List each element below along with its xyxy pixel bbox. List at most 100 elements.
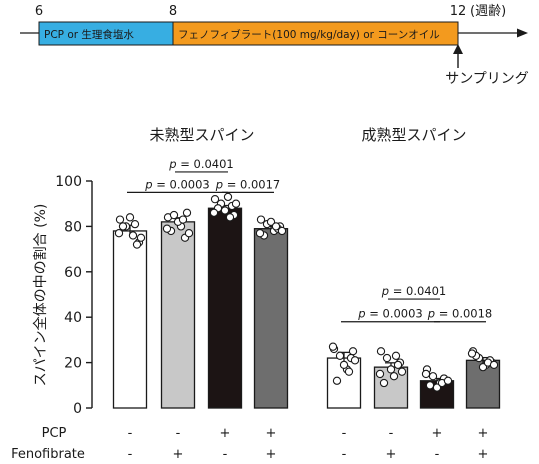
data-point-7-2: [428, 372, 438, 381]
condition-sign-2-8: +: [478, 447, 489, 462]
condition-sign-1-3: +: [220, 426, 231, 441]
condition-sign-1-1: -: [128, 426, 133, 441]
y-tick-label-40: 40: [64, 310, 82, 326]
condition-sign-1-7: +: [432, 426, 443, 441]
data-point-2-9: [178, 215, 188, 224]
data-point-6-10: [397, 367, 407, 376]
data-point-5-10: [350, 356, 360, 365]
data-point-1-9: [130, 219, 140, 229]
timeline-unit-label: (週齢): [470, 4, 506, 19]
phase2-label: フェノフィブラート(100 mg/kg/day) or コーンオイル: [178, 28, 440, 41]
data-point-6-1: [376, 347, 386, 356]
data-point-8-10: [489, 360, 499, 370]
condition-sign-1-4: +: [266, 426, 277, 441]
data-point-4-8: [255, 229, 265, 238]
data-point-2-10: [184, 229, 194, 238]
data-point-3-3: [223, 192, 233, 202]
condition-sign-2-1: -: [128, 447, 133, 462]
y-tick-label-20: 20: [64, 356, 82, 372]
data-point-3-9: [225, 213, 235, 222]
y-tick-label-0: 0: [73, 401, 82, 417]
data-point-2-2: [169, 210, 179, 220]
data-point-6-2: [382, 353, 392, 363]
condition-sign-1-2: -: [176, 426, 181, 441]
condition-sign-2-5: -: [342, 447, 347, 462]
data-point-4-6: [266, 217, 276, 227]
data-point-3-8: [209, 208, 219, 217]
bars-layer: [112, 192, 501, 409]
data-point-1-1: [115, 215, 125, 224]
phase2-bar: [172, 21, 459, 46]
data-point-6-3: [389, 372, 399, 381]
data-point-6-9: [391, 351, 401, 360]
data-point-2-8: [162, 224, 172, 233]
condition-sign-1-6: -: [389, 426, 394, 441]
significance-brackets: p = 0.0003 p = 0.0401 p = 0.0017 p = 0.0003…: [127, 157, 493, 323]
data-point-5-4: [348, 347, 358, 356]
chart: スパイン全体の中の割合 (%) 0 20 40 60 80 100 未熟型スパイン 成熟型…: [11, 126, 501, 462]
condition-label-pcp: PCP: [42, 426, 67, 441]
data-point-7-5: [425, 381, 435, 390]
y-axis-label: スパイン全体の中の割合 (%): [32, 204, 49, 387]
bar-3: [207, 207, 243, 409]
data-point-5-6: [339, 360, 349, 370]
p-value-label-1: p = 0.0003: [144, 177, 210, 191]
y-tick-label-60: 60: [64, 265, 82, 281]
data-point-4-9: [271, 222, 281, 231]
data-point-2-4: [182, 208, 192, 217]
data-point-6-5: [379, 378, 389, 388]
y-tick-label-80: 80: [64, 219, 82, 235]
p-value-label-5: p = 0.0401: [381, 284, 447, 298]
condition-sign-2-3: -: [223, 447, 228, 462]
data-point-1-5: [118, 222, 128, 231]
condition-label-fenofibrate: Fenofibrate: [11, 447, 85, 462]
sampling-label: サンプリング: [445, 71, 529, 87]
data-point-6-7: [393, 360, 403, 370]
condition-sign-1-5: -: [342, 426, 347, 441]
timeline-tick-12: 12: [450, 4, 467, 19]
sampling-arrowhead: [453, 44, 463, 54]
data-point-4-10: [277, 226, 287, 236]
data-point-1-8: [114, 229, 124, 238]
p-value-label-3: p = 0.0017: [215, 177, 281, 191]
data-point-8-8: [467, 349, 477, 358]
timeline-arrowhead: [517, 28, 528, 38]
data-point-4-1: [256, 215, 266, 224]
condition-sign-2-6: +: [386, 447, 397, 462]
bar-4: [253, 228, 289, 409]
p-value-label-6: p = 0.0018: [427, 307, 493, 321]
data-point-1-7: [132, 240, 142, 249]
data-point-5-9: [344, 367, 354, 376]
data-point-5-5: [332, 376, 342, 385]
bar-1: [112, 230, 148, 409]
group-title-mature: 成熟型スパイン: [361, 126, 466, 144]
data-point-1-10: [136, 233, 146, 242]
phase1-label: PCP or 生理食塩水: [44, 28, 134, 41]
data-point-3-1: [210, 195, 220, 204]
data-point-7-8: [421, 369, 431, 379]
bar-2: [160, 221, 196, 409]
y-axis-ticks: 0 20 40 60 80 100: [55, 174, 92, 417]
group-title-immature: 未熟型スパイン: [149, 126, 254, 144]
condition-sign-2-7: -: [435, 447, 440, 462]
timeline: PCP or 生理食塩水 フェノフィブラート(100 mg/kg/day) or…: [20, 4, 529, 87]
data-point-6-8: [375, 369, 385, 379]
data-point-6-6: [386, 365, 396, 374]
data-point-5-8: [328, 342, 338, 351]
condition-sign-2-2: +: [173, 447, 184, 462]
data-point-7-10: [443, 376, 453, 385]
condition-sign-1-8: +: [478, 426, 489, 441]
data-point-3-6: [220, 206, 230, 215]
data-point-5-2: [335, 351, 345, 360]
data-point-3-10: [231, 199, 241, 208]
timeline-tick-8: 8: [169, 4, 177, 19]
timeline-tick-6: 6: [35, 4, 43, 19]
y-tick-label-100: 100: [55, 174, 82, 190]
data-point-8-6: [478, 362, 488, 372]
p-value-label-4: p = 0.0003: [357, 307, 423, 321]
condition-signs: - - + + - - + + - + - + - + - +: [128, 426, 489, 462]
condition-sign-2-4: +: [266, 447, 277, 462]
p-value-label-2: p = 0.0401: [168, 157, 234, 171]
data-point-1-3: [128, 231, 138, 240]
